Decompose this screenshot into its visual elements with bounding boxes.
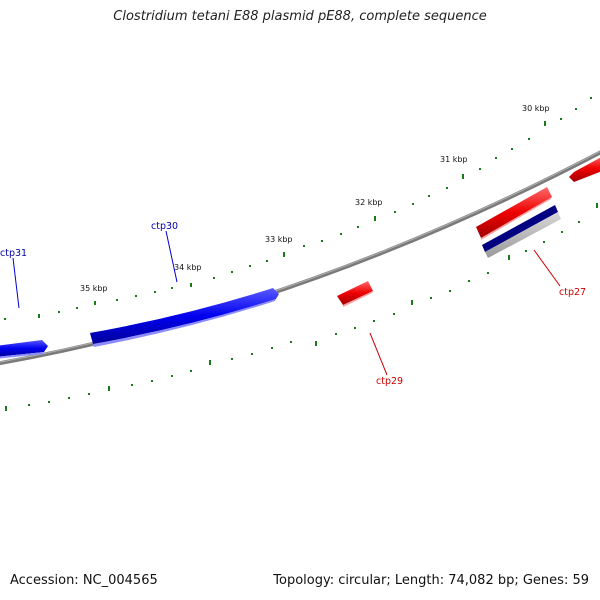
accession-text: Accession: NC_004565 xyxy=(10,573,158,588)
feature-navy-strip xyxy=(482,205,561,258)
inner-ruler xyxy=(5,203,598,411)
leader-ctp30 xyxy=(165,230,178,283)
tick-label-30kbp: 30 kbp xyxy=(522,104,550,113)
tick-label-33kbp: 33 kbp xyxy=(265,235,293,244)
tick-label-35kbp: 35 kbp xyxy=(80,284,108,293)
leader-ctp29 xyxy=(369,332,388,376)
map-title: Clostridium tetani E88 plasmid pE88, com… xyxy=(113,9,487,24)
tick-label-34kbp: 34 kbp xyxy=(174,263,202,272)
gene-ctp29[interactable] xyxy=(337,281,373,307)
gene-ctp27[interactable] xyxy=(476,187,552,240)
gene-label-ctp27[interactable]: ctp27 xyxy=(559,287,586,298)
gene-label-ctp31[interactable]: ctp31 xyxy=(0,248,27,259)
topology-summary-text: Topology: circular; Length: 74,082 bp; G… xyxy=(273,573,589,588)
backbone-highlight xyxy=(0,151,600,363)
gene-label-ctp30[interactable]: ctp30 xyxy=(151,221,178,232)
outer-ruler xyxy=(4,97,592,320)
gene-ctp26-partial[interactable] xyxy=(569,155,600,182)
gene-ctp31[interactable] xyxy=(0,340,48,359)
tick-label-31kbp: 31 kbp xyxy=(440,155,468,164)
tick-label-32kbp: 32 kbp xyxy=(355,198,383,207)
leader-ctp27 xyxy=(533,249,561,287)
gene-label-ctp29[interactable]: ctp29 xyxy=(376,376,403,387)
backbone-ring xyxy=(0,150,600,366)
gene-ctp30[interactable] xyxy=(90,288,279,347)
leader-ctp31 xyxy=(12,257,20,309)
